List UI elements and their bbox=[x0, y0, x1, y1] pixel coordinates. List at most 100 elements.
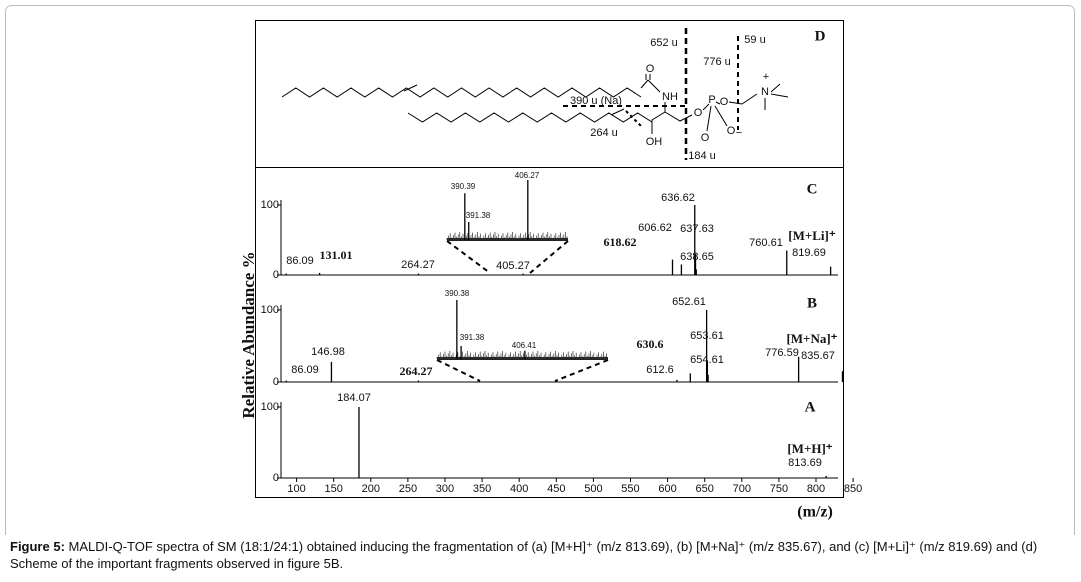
panel-letter: A bbox=[805, 399, 816, 415]
peak-label: 405.27 bbox=[496, 260, 530, 272]
x-tick-label: 350 bbox=[473, 483, 491, 495]
x-tick-label: 150 bbox=[325, 483, 343, 495]
caption-text: MALDI-Q-TOF spectra of SM (18:1/24:1) ob… bbox=[10, 539, 1038, 571]
y-tick-label: 0 bbox=[273, 472, 279, 484]
ion-label: [M+Li]⁺ bbox=[788, 228, 836, 243]
x-tick-label: 800 bbox=[807, 483, 825, 495]
peak-label: 813.69 bbox=[788, 457, 822, 469]
inset-baseline bbox=[437, 357, 608, 360]
panel-letter: D bbox=[815, 28, 826, 44]
x-tick-label: 750 bbox=[770, 483, 788, 495]
zoom-line bbox=[436, 359, 481, 382]
peak-label: 86.09 bbox=[291, 364, 319, 376]
peak-label: 606.62 bbox=[638, 222, 672, 234]
x-tick-label: 600 bbox=[658, 483, 676, 495]
x-tick-label: 550 bbox=[621, 483, 639, 495]
fragment-label: 184 u bbox=[688, 150, 716, 162]
inset-peak-label: 390.38 bbox=[445, 289, 470, 298]
chain bbox=[407, 112, 653, 123]
x-tick-label: 500 bbox=[584, 483, 602, 495]
frame bbox=[5, 5, 1075, 535]
ion-label: [M+H]⁺ bbox=[787, 441, 832, 456]
x-tick-label: 700 bbox=[733, 483, 751, 495]
atom: − bbox=[736, 127, 742, 139]
y-tick-label: 100 bbox=[261, 199, 279, 211]
atom: O bbox=[720, 96, 729, 108]
figure: 652 u 776 u 59 u 390 u (Na) 264 u 184 u … bbox=[5, 5, 1075, 535]
peak-label: 654.61 bbox=[690, 354, 724, 366]
chain bbox=[281, 87, 642, 98]
inset-peak-label: 406.41 bbox=[512, 341, 537, 350]
bond bbox=[647, 79, 661, 93]
zoom-line bbox=[529, 240, 569, 274]
bond bbox=[770, 83, 781, 93]
figure-box bbox=[255, 20, 844, 498]
bond bbox=[714, 105, 728, 127]
x-tick-label: 250 bbox=[399, 483, 417, 495]
zoom-line bbox=[446, 240, 491, 274]
y-tick-label: 100 bbox=[261, 401, 279, 413]
double-bond bbox=[610, 108, 625, 116]
bond bbox=[715, 101, 721, 105]
bond bbox=[651, 102, 666, 134]
atom: O bbox=[646, 63, 655, 75]
peak-label: 637.63 bbox=[680, 223, 714, 235]
x-tick-label: 100 bbox=[287, 483, 305, 495]
peak-label: 776.59 bbox=[765, 347, 799, 359]
peak-label: 618.62 bbox=[604, 235, 637, 249]
peak-label: 760.61 bbox=[749, 237, 783, 249]
x-tick-label: 850 bbox=[844, 483, 862, 495]
x-tick-label: 650 bbox=[696, 483, 714, 495]
peak-label: 86.09 bbox=[286, 255, 314, 267]
bond bbox=[702, 103, 710, 111]
peak-label: 835.67 bbox=[801, 350, 835, 362]
y-tick-label: 0 bbox=[273, 376, 279, 388]
atom: OH bbox=[646, 136, 663, 148]
x-axis-title: (m/z) bbox=[797, 504, 833, 521]
panel-letter: B bbox=[807, 295, 817, 311]
peak-label: 146.98 bbox=[311, 346, 345, 358]
scheme bbox=[281, 28, 789, 160]
peak-label: 819.69 bbox=[792, 247, 826, 259]
panel-letter: C bbox=[807, 181, 818, 197]
fragment-label: 776 u bbox=[703, 56, 731, 68]
peak-label: 612.6 bbox=[646, 364, 674, 376]
bond bbox=[640, 79, 649, 89]
atom: P bbox=[708, 94, 715, 106]
zoom-line bbox=[554, 359, 609, 382]
atom: + bbox=[763, 71, 769, 83]
peak-label: 264.27 bbox=[401, 259, 435, 271]
atom: N bbox=[761, 86, 769, 98]
y-axis-title: Relative Abundance % bbox=[239, 251, 258, 418]
fragment-label: 264 u bbox=[590, 127, 618, 139]
bond bbox=[770, 93, 789, 98]
double-bond bbox=[403, 84, 418, 92]
peak-label: 264.27 bbox=[400, 364, 433, 378]
bond bbox=[664, 111, 693, 122]
peak-label: 636.62 bbox=[661, 192, 695, 204]
y-tick-label: 0 bbox=[273, 269, 279, 281]
inset-peak-label: 391.38 bbox=[460, 333, 485, 342]
x-tick-label: 300 bbox=[436, 483, 454, 495]
x-tick-label: 400 bbox=[510, 483, 528, 495]
peak-label: 652.61 bbox=[672, 296, 706, 308]
ion-label: [M+Na]⁺ bbox=[786, 331, 837, 346]
peak-label: 630.6 bbox=[637, 337, 664, 351]
peak-label: 653.61 bbox=[690, 330, 724, 342]
peak-label: 638.65 bbox=[680, 251, 714, 263]
fragment-label: 390 u (Na) bbox=[570, 95, 622, 107]
fragment-label: 652 u bbox=[650, 37, 678, 49]
bond bbox=[728, 93, 758, 105]
fragment-label: 59 u bbox=[744, 34, 765, 46]
x-tick-label: 450 bbox=[547, 483, 565, 495]
inset-peak-label: 406.27 bbox=[515, 171, 540, 180]
peak-label: 184.07 bbox=[337, 392, 371, 404]
x-tick-label: 200 bbox=[362, 483, 380, 495]
bond bbox=[706, 105, 712, 132]
peak-label: 131.01 bbox=[320, 248, 353, 262]
atom: O bbox=[694, 107, 703, 119]
caption-label: Figure 5: bbox=[10, 539, 65, 554]
caption: Figure 5: MALDI-Q-TOF spectra of SM (18:… bbox=[10, 538, 1072, 572]
inset-peak-label: 391.38 bbox=[466, 211, 491, 220]
